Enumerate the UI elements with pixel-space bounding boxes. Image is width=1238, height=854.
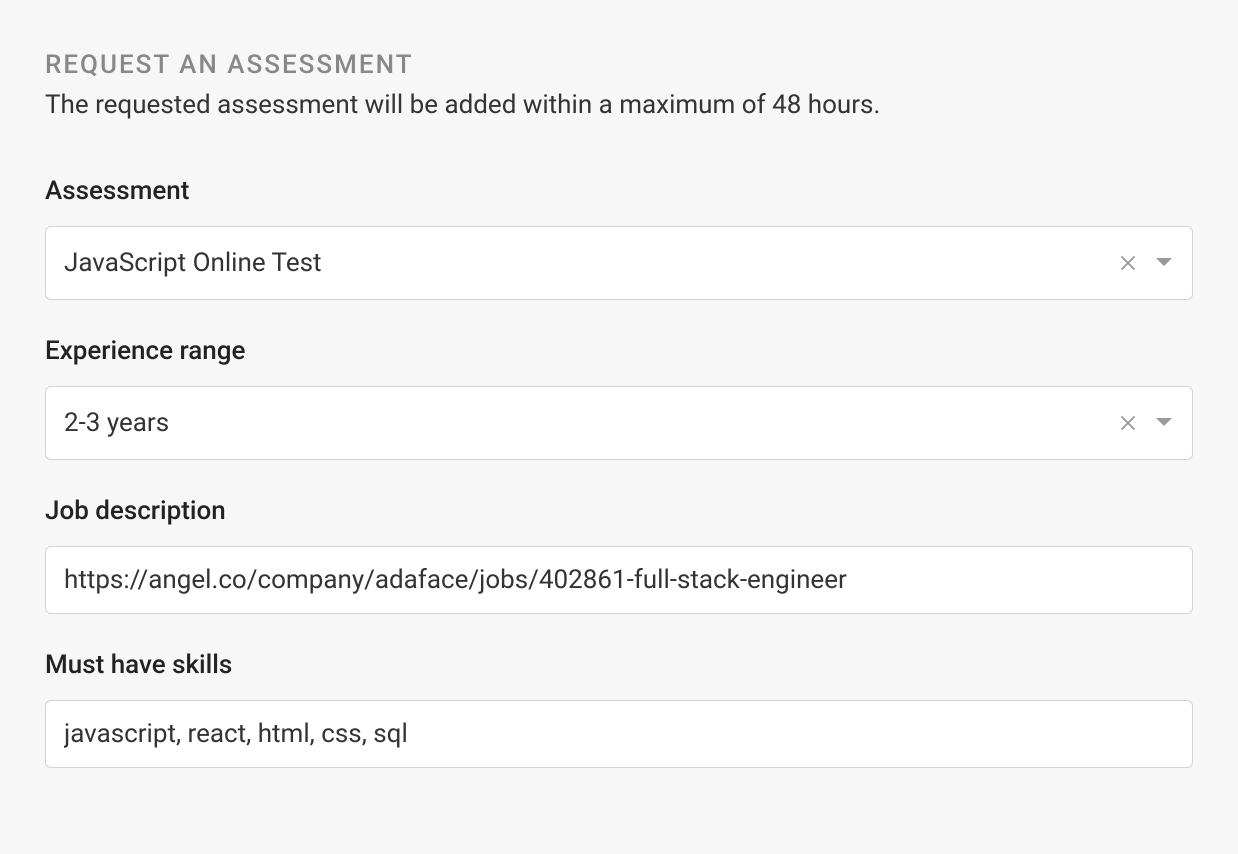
clear-icon[interactable] — [1118, 413, 1138, 433]
assessment-value: JavaScript Online Test — [64, 248, 1118, 278]
job-description-input[interactable] — [45, 546, 1193, 614]
experience-range-value: 2-3 years — [64, 408, 1118, 438]
assessment-select[interactable]: JavaScript Online Test — [45, 226, 1193, 300]
must-have-skills-input[interactable] — [45, 700, 1193, 768]
experience-range-select[interactable]: 2-3 years — [45, 386, 1193, 460]
section-subtitle: The requested assessment will be added w… — [45, 90, 1193, 120]
job-description-label: Job description — [45, 496, 1193, 526]
section-title: REQUEST AN ASSESSMENT — [45, 50, 1193, 80]
job-description-group: Job description — [45, 496, 1193, 614]
clear-icon[interactable] — [1118, 253, 1138, 273]
experience-range-group: Experience range 2-3 years — [45, 336, 1193, 460]
form-container: REQUEST AN ASSESSMENT The requested asse… — [45, 50, 1193, 768]
chevron-down-icon[interactable] — [1154, 253, 1174, 273]
assessment-group: Assessment JavaScript Online Test — [45, 176, 1193, 300]
chevron-down-icon[interactable] — [1154, 413, 1174, 433]
must-have-skills-label: Must have skills — [45, 650, 1193, 680]
assessment-label: Assessment — [45, 176, 1193, 206]
must-have-skills-group: Must have skills — [45, 650, 1193, 768]
experience-range-label: Experience range — [45, 336, 1193, 366]
